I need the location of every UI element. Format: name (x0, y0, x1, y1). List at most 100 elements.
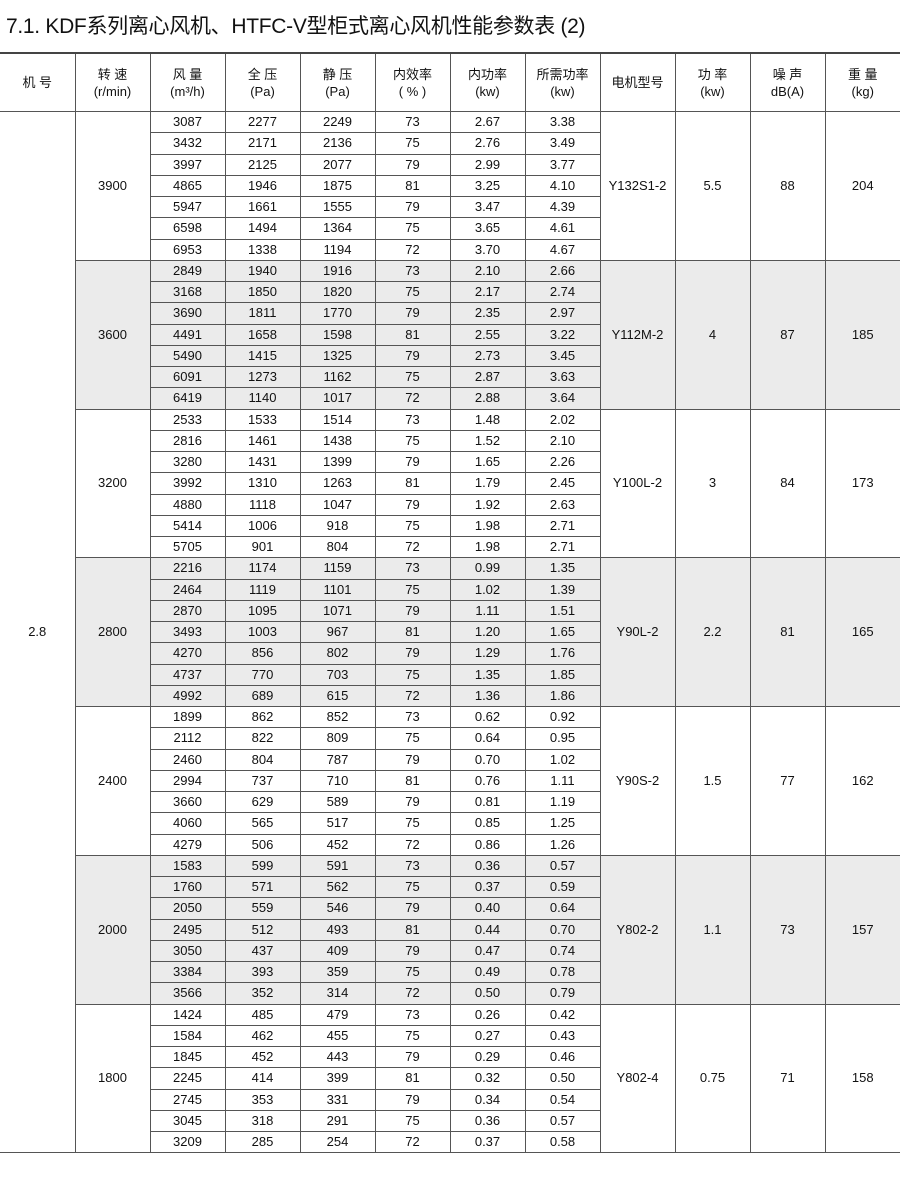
total-pressure-cell: 862 (224, 705, 301, 729)
total-pressure-cell: 285 (224, 1130, 301, 1154)
total-pressure-cell: 318 (224, 1109, 301, 1133)
static-pressure-cell: 2249 (299, 110, 376, 134)
internal-power-cell: 2.99 (449, 153, 526, 176)
total-pressure-cell: 822 (224, 727, 301, 750)
total-pressure-cell: 2125 (224, 153, 301, 176)
static-pressure-cell: 479 (299, 1003, 376, 1026)
required-power-cell: 4.10 (524, 174, 601, 198)
table-row: 3992 1310 1263 81 1.79 2.45 (0, 472, 900, 495)
internal-efficiency-cell: 75 (374, 429, 451, 453)
static-pressure-cell: 1325 (299, 344, 376, 368)
required-power-cell: 2.02 (524, 408, 601, 431)
internal-efficiency-cell: 79 (374, 344, 451, 368)
total-pressure-cell: 1431 (224, 450, 301, 474)
total-pressure-cell: 485 (224, 1003, 301, 1026)
internal-efficiency-cell: 75 (374, 663, 451, 686)
page-title: 7.1. KDF系列离心风机、HTFC-V型柜式离心风机性能参数表 (2) (6, 15, 586, 38)
table-row: 3600 2849 1940 1916 73 2.10 2.66 Y112M-2 4 87 185 (0, 259, 900, 410)
table-row: 4865 1946 1875 81 3.25 4.10 (0, 174, 900, 198)
airflow-cell: 6953 (149, 238, 226, 261)
internal-efficiency-cell: 72 (374, 833, 451, 856)
total-pressure-cell: 352 (224, 982, 301, 1005)
internal-power-cell: 1.92 (449, 493, 526, 516)
airflow-cell: 3566 (149, 982, 226, 1005)
internal-efficiency-cell: 79 (374, 302, 451, 325)
table-row: 3200 2533 1533 1514 73 1.48 2.02 Y100L-2 3 84 173 (0, 408, 900, 559)
header-internal-efficiency: 内效率( % ) (374, 52, 451, 112)
internal-efficiency-cell: 72 (374, 1130, 451, 1154)
noise-cell: 73 (749, 854, 826, 1005)
header-unit: (Pa) (250, 83, 275, 99)
internal-power-cell: 2.88 (449, 387, 526, 410)
required-power-cell: 1.25 (524, 812, 601, 835)
internal-efficiency-cell: 81 (374, 472, 451, 495)
static-pressure-cell: 918 (299, 514, 376, 538)
airflow-cell: 1760 (149, 875, 226, 899)
internal-power-cell: 2.73 (449, 344, 526, 368)
required-power-cell: 2.10 (524, 429, 601, 453)
internal-power-cell: 0.37 (449, 1130, 526, 1154)
header-unit: ( % ) (398, 83, 427, 99)
internal-efficiency-cell: 73 (374, 110, 451, 134)
motor-power-cell: 0.75 (674, 1003, 751, 1154)
total-pressure-cell: 437 (224, 939, 301, 963)
total-pressure-cell: 804 (224, 748, 301, 771)
required-power-cell: 0.54 (524, 1088, 601, 1111)
internal-power-cell: 1.98 (449, 514, 526, 538)
internal-efficiency-cell: 81 (374, 1067, 451, 1090)
airflow-cell: 2460 (149, 748, 226, 771)
internal-power-cell: 0.85 (449, 812, 526, 835)
total-pressure-cell: 353 (224, 1088, 301, 1111)
header-label: 噪 声 (772, 66, 803, 82)
header-unit: (r/min) (93, 83, 132, 99)
header-label: 所需功率 (536, 66, 589, 82)
required-power-cell: 0.42 (524, 1003, 601, 1026)
airflow-cell: 2112 (149, 727, 226, 750)
table-row: 3432 2171 2136 75 2.76 3.49 (0, 132, 900, 155)
header-unit: dB(A) (770, 83, 805, 99)
airflow-cell: 1424 (149, 1003, 226, 1026)
table-row: 3168 1850 1820 75 2.17 2.74 (0, 280, 900, 304)
required-power-cell: 2.97 (524, 302, 601, 325)
internal-efficiency-cell: 79 (374, 748, 451, 771)
airflow-cell: 2745 (149, 1088, 226, 1111)
required-power-cell: 2.74 (524, 280, 601, 304)
static-pressure-cell: 615 (299, 684, 376, 708)
airflow-cell: 3045 (149, 1109, 226, 1133)
motor-model-cell: Y112M-2 (599, 259, 676, 410)
required-power-cell: 0.57 (524, 1109, 601, 1133)
internal-efficiency-cell: 81 (374, 174, 451, 198)
airflow-cell: 5705 (149, 535, 226, 559)
internal-power-cell: 0.40 (449, 897, 526, 920)
static-pressure-cell: 1159 (299, 557, 376, 580)
weight-cell: 185 (824, 259, 900, 410)
required-power-cell: 3.22 (524, 323, 601, 346)
static-pressure-cell: 802 (299, 642, 376, 665)
required-power-cell: 2.45 (524, 472, 601, 495)
internal-power-cell: 1.36 (449, 684, 526, 708)
required-power-cell: 0.78 (524, 960, 601, 984)
required-power-cell: 0.57 (524, 854, 601, 878)
total-pressure-cell: 689 (224, 684, 301, 708)
internal-power-cell: 0.49 (449, 960, 526, 984)
static-pressure-cell: 2136 (299, 132, 376, 155)
airflow-cell: 3087 (149, 110, 226, 134)
internal-power-cell: 0.37 (449, 875, 526, 899)
static-pressure-cell: 809 (299, 727, 376, 750)
internal-efficiency-cell: 73 (374, 408, 451, 431)
header-motor-model: 电机型号 (599, 52, 676, 112)
airflow-cell: 2533 (149, 408, 226, 431)
table-row: 1800 1424 485 479 73 0.26 0.42 Y802-4 0.75 71 158 (0, 1003, 900, 1154)
motor-power-cell: 5.5 (674, 111, 751, 261)
required-power-cell: 1.39 (524, 578, 601, 601)
internal-power-cell: 3.47 (449, 195, 526, 219)
airflow-cell: 6419 (149, 387, 226, 410)
total-pressure-cell: 2277 (224, 110, 301, 134)
internal-efficiency-cell: 73 (374, 557, 451, 580)
required-power-cell: 3.77 (524, 153, 601, 176)
internal-efficiency-cell: 79 (374, 642, 451, 665)
required-power-cell: 3.49 (524, 132, 601, 155)
internal-power-cell: 3.65 (449, 217, 526, 240)
header-label: 内功率 (467, 66, 507, 82)
internal-power-cell: 1.11 (449, 599, 526, 623)
